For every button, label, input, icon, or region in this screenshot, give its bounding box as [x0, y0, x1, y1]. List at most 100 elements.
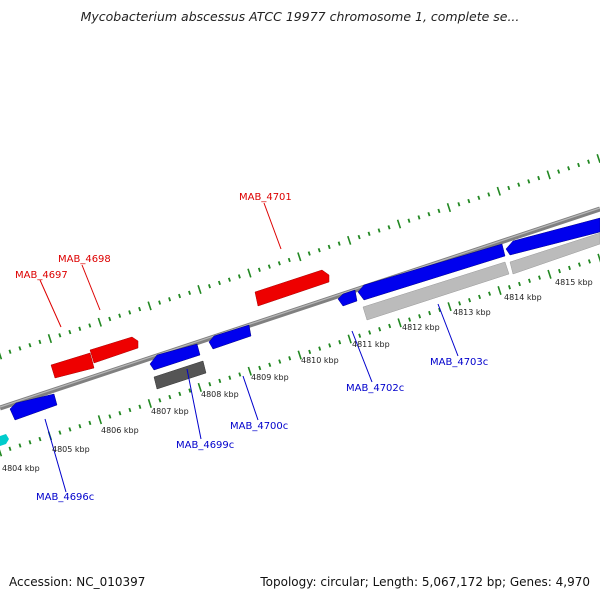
minor-tick [38, 339, 42, 345]
minor-tick [278, 359, 282, 364]
minor-tick [218, 378, 222, 384]
gene-mab-4703c-a[interactable] [362, 261, 510, 321]
minor-tick [587, 259, 591, 264]
minor-tick [267, 264, 271, 269]
minor-tick [488, 291, 492, 296]
chromosome-backbone-highlight [0, 207, 600, 408]
major-tick [97, 317, 102, 327]
label-mab-4697[interactable]: MAB_4697 [15, 270, 68, 281]
minor-tick [318, 346, 322, 351]
minor-tick [128, 310, 132, 315]
minor-tick [258, 365, 262, 371]
gene-mab-4698[interactable] [89, 336, 139, 364]
gene-mab-4703c-b[interactable] [505, 217, 600, 256]
gene-mab-4702c[interactable] [357, 243, 506, 301]
minor-tick [487, 192, 491, 197]
major-tick [0, 449, 3, 457]
minor-tick [367, 231, 371, 236]
major-tick [396, 219, 402, 229]
minor-tick [168, 297, 172, 302]
minor-tick [458, 301, 462, 306]
minor-tick [418, 314, 422, 319]
major-tick [347, 235, 352, 245]
tick-label: 4812 kbp [402, 323, 440, 332]
minor-tick [118, 411, 122, 416]
minor-tick [108, 414, 112, 419]
major-tick [247, 366, 252, 376]
minor-tick [587, 159, 591, 164]
major-tick [47, 334, 53, 344]
gene-mab-4699c-pseudo[interactable] [153, 360, 207, 390]
tick-label: 4815 kbp [555, 278, 593, 287]
major-tick [447, 302, 452, 312]
label-mab-4699c[interactable]: MAB_4699c [176, 440, 234, 451]
minor-tick [338, 340, 342, 345]
accession-label: Accession: NC_010397 [9, 575, 146, 589]
tick-label: 4806 kbp [101, 426, 139, 435]
minor-tick [208, 382, 212, 387]
minor-tick [68, 329, 72, 335]
minor-tick [507, 185, 511, 191]
minor-tick [388, 323, 392, 329]
major-tick [597, 253, 600, 263]
minor-tick [158, 398, 162, 403]
minor-tick [378, 327, 382, 332]
label-mab-4701[interactable]: MAB_4701 [239, 192, 292, 203]
gene-mab-4703c-c[interactable] [509, 232, 600, 275]
minor-tick [78, 326, 82, 331]
minor-tick [138, 306, 142, 312]
minor-tick [58, 333, 62, 338]
minor-tick [208, 284, 211, 289]
minor-tick [217, 280, 221, 286]
minor-tick [138, 404, 142, 409]
minor-tick [78, 424, 82, 429]
minor-tick [577, 162, 581, 168]
label-mab-4696c[interactable]: MAB_4696c [36, 492, 94, 503]
gene-cyan[interactable] [0, 434, 9, 446]
minor-tick [517, 182, 521, 187]
minor-tick [528, 278, 531, 283]
gene-mab-4701[interactable] [254, 269, 330, 307]
map-title: Mycobacterium abscessus ATCC 19977 chrom… [80, 9, 520, 24]
minor-tick [158, 300, 162, 305]
label-mab-4703c[interactable]: MAB_4703c [430, 357, 488, 368]
minor-tick [28, 440, 32, 445]
minor-tick [438, 307, 442, 313]
minor-tick [18, 443, 22, 448]
tick-label: 4805 kbp [52, 445, 90, 454]
tick-label: 4811 kbp [352, 340, 390, 349]
minor-tick [308, 349, 312, 355]
minor-tick [88, 420, 92, 426]
chromosome-backbone [0, 206, 600, 411]
minor-tick [477, 195, 481, 200]
gene-mab-4700c[interactable] [208, 324, 252, 350]
minor-tick [527, 179, 531, 184]
label-mab-4700c[interactable]: MAB_4700c [230, 421, 288, 432]
gene-mab-4696c[interactable] [9, 393, 58, 421]
minor-tick [268, 362, 272, 367]
minor-tick [467, 198, 471, 204]
minor-tick [328, 343, 332, 348]
minor-tick [317, 248, 321, 253]
major-tick [347, 334, 352, 344]
gene-mab-4697[interactable] [50, 352, 95, 379]
label-mab-4698[interactable]: MAB_4698 [58, 254, 111, 265]
minor-tick [387, 225, 391, 230]
major-tick [496, 186, 501, 196]
minor-tick [568, 265, 571, 271]
gene-mab-4699c[interactable] [149, 343, 201, 371]
gene-mab-4702c-small[interactable] [337, 289, 358, 307]
major-tick [147, 399, 152, 409]
minor-tick [237, 274, 241, 279]
major-tick [297, 252, 302, 262]
tick-label: 4807 kbp [151, 407, 189, 416]
minor-tick [357, 234, 361, 240]
minor-tick [457, 202, 461, 207]
minor-tick [557, 169, 561, 174]
reverse-tick-track [0, 253, 600, 457]
label-mab-4702c[interactable]: MAB_4702c [346, 383, 404, 394]
minor-tick [478, 294, 482, 300]
minor-tick [567, 166, 571, 171]
minor-tick [58, 430, 62, 435]
